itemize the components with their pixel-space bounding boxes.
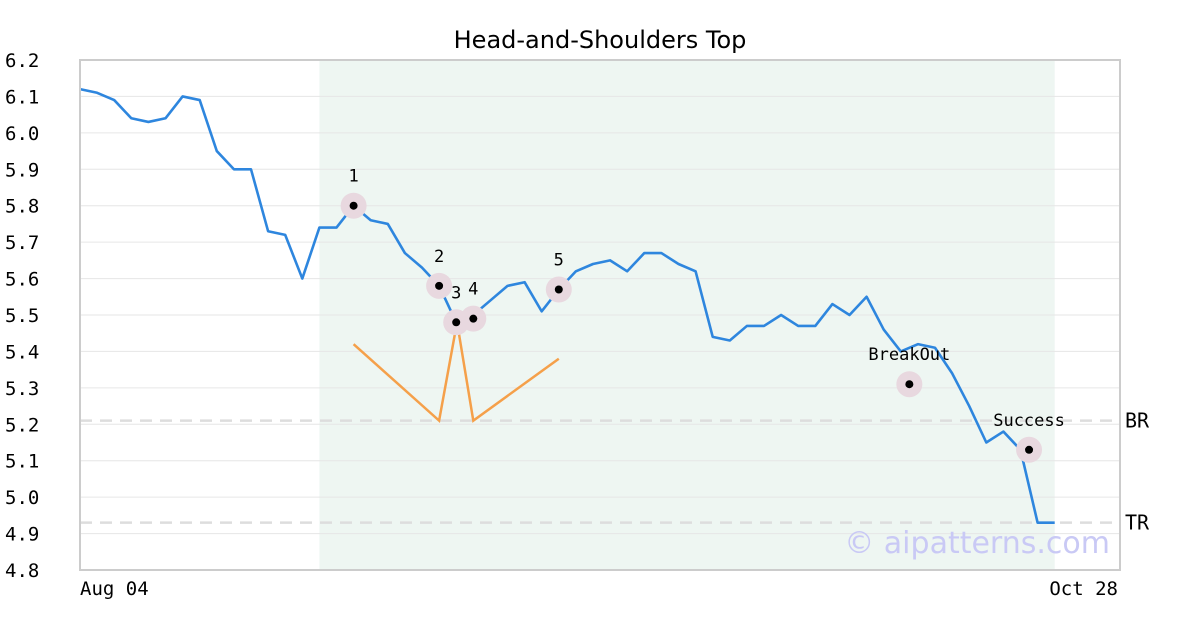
x-tick-label-start: Aug 04 xyxy=(80,578,149,600)
marker-dot xyxy=(452,318,461,327)
y-tick-label: 5.5 xyxy=(5,305,39,327)
y-axis-ticks: 6.2 6.1 6.0 5.9 5.8 5.7 5.6 5.5 5.4 5.3 5.2 5.1 5.0 4… xyxy=(5,50,39,582)
y-tick-label: 5.6 xyxy=(5,269,39,291)
annotation-label: 5 xyxy=(554,251,564,271)
marker-dot xyxy=(469,314,478,323)
reference-line-label: TR xyxy=(1125,511,1150,535)
marker-dot xyxy=(435,281,444,290)
y-tick-label: 4.9 xyxy=(5,524,39,546)
y-tick-label: 6.0 xyxy=(5,123,39,145)
annotation-label: 1 xyxy=(348,167,358,187)
marker-dot xyxy=(349,201,358,210)
reference-lines: BR TR xyxy=(80,409,1150,535)
y-tick-label: 5.2 xyxy=(5,414,39,436)
annotation-markers: 1 23 4 5 BreakOut Success xyxy=(340,167,1065,463)
annotation-label: 4 xyxy=(468,280,478,300)
y-tick-label: 6.1 xyxy=(5,86,39,108)
annotation-label: Success xyxy=(993,411,1065,431)
x-tick-label-end: Oct 28 xyxy=(1049,578,1118,600)
plot-frame xyxy=(79,59,1121,571)
y-tick-label: 6.2 xyxy=(5,50,39,72)
y-tick-label: 5.4 xyxy=(5,341,39,363)
marker-dot xyxy=(905,380,914,389)
chart-title: Head-and-Shoulders Top xyxy=(454,26,747,54)
marker-dot xyxy=(554,285,563,294)
y-tick-label: 5.7 xyxy=(5,232,39,254)
y-tick-label: 5.3 xyxy=(5,378,39,400)
y-tick-label: 5.0 xyxy=(5,487,39,509)
annotation-label: 2 xyxy=(434,247,444,267)
annotation-label: 3 xyxy=(451,283,461,303)
reference-line-label: BR xyxy=(1125,409,1150,433)
y-tick-label: 5.8 xyxy=(5,196,39,218)
annotation-label: BreakOut xyxy=(868,345,950,365)
watermark: © aipatterns.com xyxy=(844,526,1110,561)
y-tick-label: 5.9 xyxy=(5,159,39,181)
y-tick-label: 4.8 xyxy=(5,560,39,582)
marker-dot xyxy=(1025,445,1034,454)
y-tick-label: 5.1 xyxy=(5,451,39,473)
